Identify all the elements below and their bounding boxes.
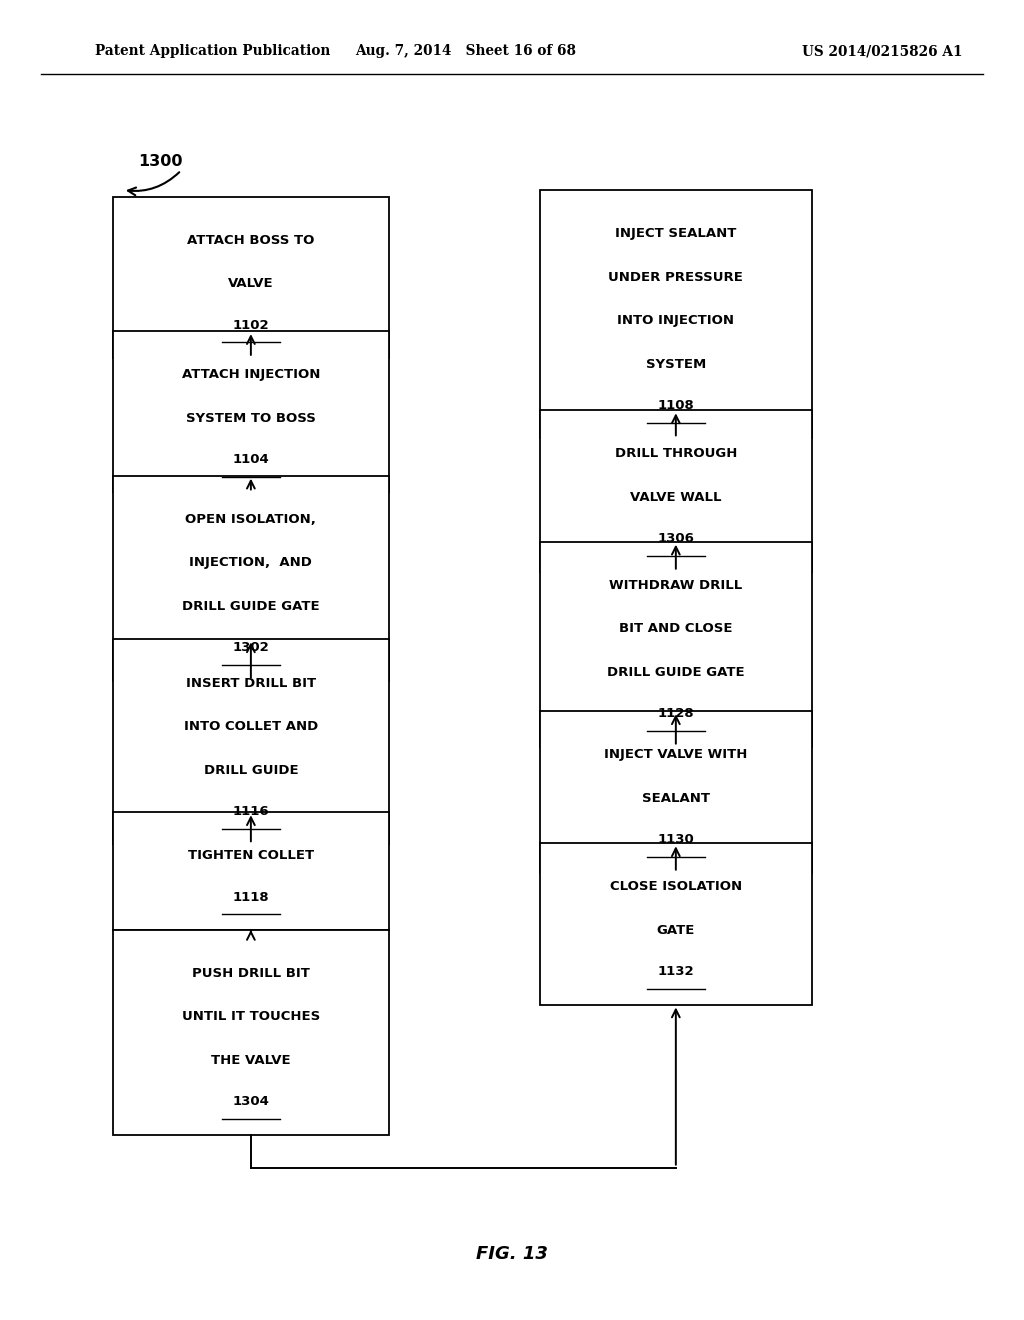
Text: 1102: 1102 bbox=[232, 318, 269, 331]
Bar bbox=[113, 331, 389, 492]
Text: 1116: 1116 bbox=[232, 805, 269, 818]
Bar bbox=[541, 541, 812, 747]
Text: 1132: 1132 bbox=[657, 965, 694, 978]
Text: WITHDRAW DRILL: WITHDRAW DRILL bbox=[609, 578, 742, 591]
Text: FIG. 13: FIG. 13 bbox=[476, 1245, 548, 1263]
Text: ATTACH BOSS TO: ATTACH BOSS TO bbox=[187, 234, 314, 247]
Bar bbox=[113, 812, 389, 931]
Text: DRILL THROUGH: DRILL THROUGH bbox=[614, 447, 737, 461]
Text: INTO INJECTION: INTO INJECTION bbox=[617, 314, 734, 327]
Text: INJECT VALVE WITH: INJECT VALVE WITH bbox=[604, 748, 748, 762]
Text: DRILL GUIDE: DRILL GUIDE bbox=[204, 763, 298, 776]
Text: Patent Application Publication: Patent Application Publication bbox=[95, 45, 331, 58]
Text: PUSH DRILL BIT: PUSH DRILL BIT bbox=[191, 966, 310, 979]
Text: ATTACH INJECTION: ATTACH INJECTION bbox=[181, 368, 321, 381]
Text: INSERT DRILL BIT: INSERT DRILL BIT bbox=[185, 677, 316, 689]
Text: BIT AND CLOSE: BIT AND CLOSE bbox=[620, 623, 732, 635]
Text: CLOSE ISOLATION: CLOSE ISOLATION bbox=[609, 880, 742, 894]
Text: INJECT SEALANT: INJECT SEALANT bbox=[615, 227, 736, 240]
Text: SYSTEM: SYSTEM bbox=[646, 358, 706, 371]
Bar bbox=[113, 197, 389, 358]
Text: 1306: 1306 bbox=[657, 532, 694, 545]
Text: UNTIL IT TOUCHES: UNTIL IT TOUCHES bbox=[181, 1011, 321, 1023]
Bar bbox=[541, 843, 812, 1005]
Text: THE VALVE: THE VALVE bbox=[211, 1053, 291, 1067]
Text: UNDER PRESSURE: UNDER PRESSURE bbox=[608, 271, 743, 284]
Text: INTO COLLET AND: INTO COLLET AND bbox=[183, 721, 318, 733]
Text: 1130: 1130 bbox=[657, 833, 694, 846]
Text: TIGHTEN COLLET: TIGHTEN COLLET bbox=[187, 850, 314, 862]
Text: 1304: 1304 bbox=[232, 1096, 269, 1109]
Bar bbox=[113, 639, 389, 845]
Text: 1104: 1104 bbox=[232, 453, 269, 466]
Text: OPEN ISOLATION,: OPEN ISOLATION, bbox=[185, 512, 316, 525]
Text: 1128: 1128 bbox=[657, 708, 694, 721]
Bar bbox=[541, 711, 812, 873]
Text: 1302: 1302 bbox=[232, 642, 269, 655]
Text: INJECTION,  AND: INJECTION, AND bbox=[189, 557, 312, 569]
Bar bbox=[113, 929, 389, 1135]
Text: Aug. 7, 2014   Sheet 16 of 68: Aug. 7, 2014 Sheet 16 of 68 bbox=[355, 45, 577, 58]
Bar bbox=[541, 411, 812, 572]
Text: 1300: 1300 bbox=[138, 153, 182, 169]
Text: 1108: 1108 bbox=[657, 399, 694, 412]
Text: DRILL GUIDE GATE: DRILL GUIDE GATE bbox=[607, 667, 744, 678]
Text: 1118: 1118 bbox=[232, 891, 269, 904]
Text: VALVE WALL: VALVE WALL bbox=[630, 491, 722, 504]
Bar bbox=[113, 475, 389, 681]
Text: VALVE: VALVE bbox=[228, 277, 273, 290]
Text: DRILL GUIDE GATE: DRILL GUIDE GATE bbox=[182, 599, 319, 612]
Text: US 2014/0215826 A1: US 2014/0215826 A1 bbox=[803, 45, 963, 58]
Text: SEALANT: SEALANT bbox=[642, 792, 710, 805]
Text: SYSTEM TO BOSS: SYSTEM TO BOSS bbox=[186, 412, 315, 425]
Bar bbox=[541, 190, 812, 438]
Text: GATE: GATE bbox=[656, 924, 695, 937]
